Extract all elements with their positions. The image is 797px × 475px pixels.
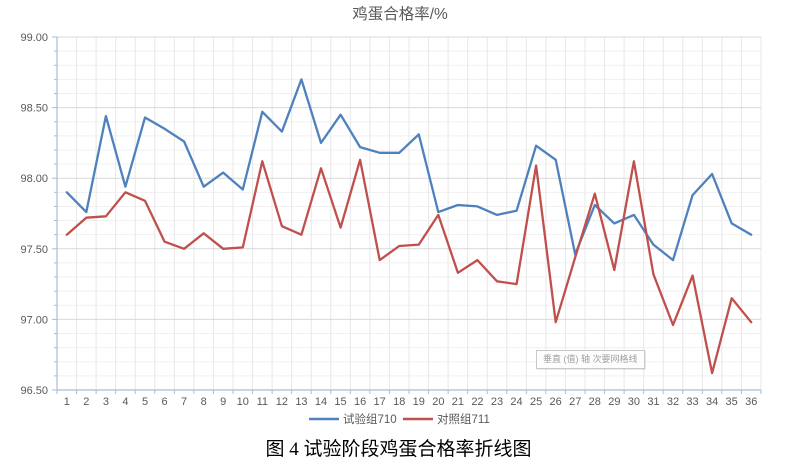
- axes: [52, 36, 762, 394]
- series-line-test-group-710[interactable]: [65, 78, 753, 262]
- x-axis-tick-label: 20: [432, 396, 444, 408]
- x-axis-tick-label: 29: [608, 396, 620, 408]
- x-axis-tick-label: 24: [510, 396, 522, 408]
- x-axis-tick-label: 1: [64, 396, 70, 408]
- x-axis-tick-label: 34: [706, 396, 718, 408]
- x-axis-tick-label: 10: [237, 396, 249, 408]
- x-axis-tick-label: 35: [726, 396, 738, 408]
- x-axis-tick-label: 30: [628, 396, 640, 408]
- figure-caption: 图 4 试验阶段鸡蛋合格率折线图: [265, 439, 532, 460]
- x-axis-tick-label: 31: [647, 396, 659, 408]
- x-axis-tick-label: 16: [354, 396, 366, 408]
- x-axis-tick-label: 33: [686, 396, 698, 408]
- x-axis-tick-label: 26: [550, 396, 562, 408]
- series-line-control-group-711[interactable]: [65, 158, 753, 375]
- x-axis-tick-label: 14: [315, 396, 327, 408]
- x-axis-tick-label: 25: [530, 396, 542, 408]
- x-axis-tick-label: 6: [161, 396, 167, 408]
- x-axis-tick-label: 7: [181, 396, 187, 408]
- x-axis-tick-label: 3: [103, 396, 109, 408]
- x-axis-tick-label: 18: [393, 396, 405, 408]
- x-axis-tick-label: 12: [276, 396, 288, 408]
- legend-label-test-group[interactable]: 试验组710: [343, 412, 397, 426]
- x-axis-tick-label: 13: [295, 396, 307, 408]
- x-axis-tick-label: 17: [374, 396, 386, 408]
- y-axis-tick-label: 96.50: [20, 385, 48, 397]
- x-axis-tick-label: 9: [220, 396, 226, 408]
- y-axis-tick-label: 98.00: [20, 173, 48, 185]
- x-axis-tick-label: 27: [569, 396, 581, 408]
- y-axis-tick-label: 97.50: [20, 244, 48, 256]
- x-axis-tick-label: 36: [745, 396, 757, 408]
- gridline-tooltip: 垂直 (值) 轴 次要网格线: [536, 350, 645, 369]
- x-axis-tick-label: 21: [452, 396, 464, 408]
- data-series: [65, 78, 753, 375]
- x-axis-tick-label: 15: [334, 396, 346, 408]
- chart-title[interactable]: 鸡蛋合格率/%: [352, 5, 448, 23]
- x-axis-tick-label: 2: [83, 396, 89, 408]
- x-axis-tick-label: 4: [122, 396, 128, 408]
- x-axis-tick-label: 23: [491, 396, 503, 408]
- x-axis-tick-label: 11: [257, 396, 268, 408]
- x-axis-tick-label: 32: [667, 396, 679, 408]
- chart-legend: 试验组710 对照组711: [309, 412, 490, 426]
- x-axis-tick-label: 28: [589, 396, 601, 408]
- y-axis-tick-label: 98.50: [20, 103, 48, 115]
- x-axis-tick-label: 19: [413, 396, 425, 408]
- x-axis-tick-label: 8: [201, 396, 207, 408]
- y-axis-tick-label: 97.00: [20, 314, 48, 326]
- x-axis-tick-label: 22: [471, 396, 483, 408]
- y-axis-tick-label: 99.00: [20, 32, 48, 44]
- legend-label-control-group[interactable]: 对照组711: [437, 412, 490, 426]
- x-axis-tick-label: 5: [142, 396, 148, 408]
- gridlines: [56, 36, 762, 391]
